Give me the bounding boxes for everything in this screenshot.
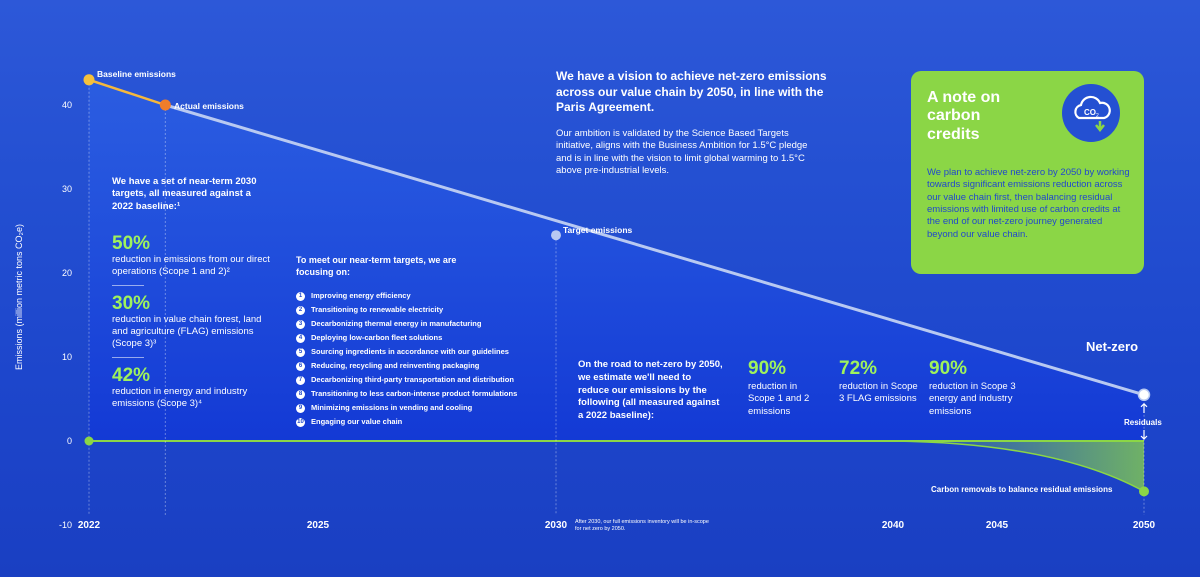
actual-point [159, 99, 171, 111]
road-stat-text: reduction in Scope 3 energy and industry… [929, 380, 1016, 417]
number-icon: 9 [296, 403, 305, 413]
footnote-2030: After 2030, our full emissions inventory… [575, 519, 709, 533]
focus-item: 7 Decarbonizing third-party transportatio… [296, 373, 546, 387]
target-text: reduction in value chain forest, land an… [112, 313, 262, 350]
focus-item: 6 Reducing, recycling and reinventing pac… [296, 359, 546, 373]
focus-item: 4 Deploying low-carbon fleet solutions [296, 331, 546, 345]
removals-curve [892, 440, 1145, 493]
road-stat-value: 90% [929, 358, 968, 379]
focus-item: 8 Transitioning to less carbon-intense pr… [296, 387, 546, 401]
vision-body: Our ambition is validated by the Science… [556, 128, 808, 177]
number-icon: 10 [296, 417, 305, 427]
target-item: 30% reduction in value chain forest, lan… [112, 292, 272, 351]
y-axis-label: Emissions (million metric tons CO₂e) [14, 223, 24, 370]
actual-label: Actual emissions [174, 101, 244, 111]
baseline-label: Baseline emissions [97, 69, 176, 79]
target-item: 50% reduction in emissions from our dire… [112, 234, 272, 279]
baseline-point [83, 74, 95, 86]
focus-intro: To meet our near-term targets, we are fo… [296, 255, 457, 277]
netzero-point [1137, 388, 1151, 402]
road-stat-text: reduction in Scope 1 and 2 emissions [748, 380, 810, 417]
focus-item: 5 Sourcing ingredients in accordance with… [296, 345, 546, 359]
card-body: We plan to achieve net-zero by 2050 by w… [927, 167, 1130, 240]
number-icon: 4 [296, 333, 305, 343]
road-stat: 90% reduction in Scope 1 and 2 emissions [748, 359, 826, 418]
target-value: 50% [112, 233, 151, 254]
co2-cloud-icon: CO 2 [1062, 84, 1120, 142]
focus-item: 10 Engaging our value chain [296, 417, 403, 427]
number-icon: 5 [296, 347, 305, 357]
target-item: 42% reduction in energy and industry emi… [112, 364, 272, 411]
road-stat: 72% reduction in Scope 3 FLAG emissions [839, 359, 921, 406]
svg-text:2: 2 [1096, 113, 1099, 119]
number-icon: 3 [296, 319, 305, 329]
road-stat-value: 72% [839, 358, 878, 379]
carbon-credits-card: A note on carbon credits CO 2 We plan to… [911, 71, 1144, 274]
number-icon: 8 [296, 389, 305, 399]
x-tick-label: 2022 [78, 520, 101, 531]
divider [112, 356, 144, 358]
y-tick-label: 30 [62, 184, 72, 194]
x-tick-label: 2030 [545, 520, 568, 531]
x-tick-label: 2045 [986, 520, 1009, 531]
y-tick-label: -10 [59, 520, 72, 530]
target-value: 30% [112, 292, 151, 314]
residuals-label: Residuals [1124, 418, 1162, 427]
focus-item: 9 Minimizing emissions in vending and coo… [296, 401, 546, 415]
road-intro: On the road to net-zero by 2050, we esti… [578, 359, 723, 422]
target-text: reduction in emissions from our direct o… [112, 253, 270, 278]
card-title: A note on carbon credits [927, 89, 1001, 143]
focus-item: 2 Transitioning to renewable electricity [296, 303, 546, 317]
svg-text:CO: CO [1084, 108, 1096, 117]
y-tick-label: 0 [67, 436, 72, 446]
emissions-area [89, 79, 1144, 442]
focus-item: 3 Decarbonizing thermal energy in manufac… [296, 317, 546, 331]
target-label: Target emissions [563, 225, 633, 235]
target-value: 42% [112, 364, 151, 386]
netzero-label: Net-zero [1086, 339, 1139, 354]
y-tick-label: 40 [62, 100, 72, 110]
target-point [551, 230, 561, 241]
vision-heading: We have a vision to achieve net-zero emi… [556, 69, 827, 115]
x-tick-label: 2040 [882, 520, 905, 531]
focus-list: 1 Improving energy efficiency 2 Transition… [296, 289, 546, 429]
emissions-trajectory-line [164, 103, 1145, 397]
near-term-targets: 50% reduction in emissions from our dire… [112, 234, 272, 410]
zero-start-point [84, 436, 94, 446]
x-tick-label: 2050 [1133, 520, 1156, 531]
number-icon: 1 [296, 291, 305, 301]
removals-point [1139, 486, 1149, 497]
road-stat-text: reduction in Scope 3 FLAG emissions [839, 380, 918, 405]
y-tick-label: 20 [62, 268, 72, 278]
residual-down-arrow [1140, 430, 1148, 440]
baseline-actual-segment [88, 78, 166, 107]
x-tick-label: 2025 [307, 520, 330, 531]
residual-up-arrow [1140, 402, 1148, 413]
removals-label: Carbon removals to balance residual emis… [931, 485, 1113, 494]
removals-area [893, 441, 1144, 492]
road-stat: 90% reduction in Scope 3 energy and indu… [929, 359, 1039, 418]
road-stat-value: 90% [748, 358, 787, 379]
near-term-intro: We have a set of near-term 2030 targets,… [112, 176, 257, 212]
number-icon: 7 [296, 375, 305, 385]
target-text: reduction in energy and industry emissio… [112, 385, 248, 409]
focus-item: 1 Improving energy efficiency [296, 289, 546, 303]
divider [112, 284, 144, 286]
number-icon: 2 [296, 305, 305, 315]
number-icon: 6 [296, 361, 305, 371]
y-tick-label: 10 [62, 352, 72, 362]
